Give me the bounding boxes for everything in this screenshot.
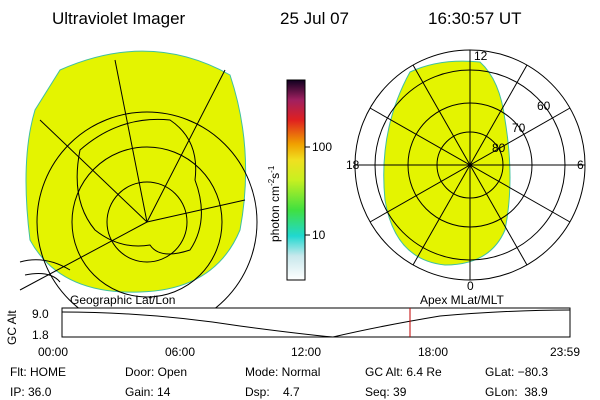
time-label: 00:00 — [38, 345, 68, 359]
timeline-y-label: 9.0 — [32, 307, 49, 321]
colorbar-label: photon cm-2s-1 — [267, 165, 282, 242]
info-field: Door: Open — [125, 365, 187, 379]
colorbar-tick-label: 10 — [312, 228, 326, 242]
timeline-y-label: 1.8 — [32, 328, 49, 342]
time-label: 06:00 — [165, 345, 195, 359]
timeline-label: Geographic Lat/Lon — [70, 293, 175, 307]
date: 25 Jul 07 — [280, 9, 349, 28]
lat-label: 70 — [512, 121, 526, 135]
time-label: 12:00 — [291, 345, 321, 359]
polar-plot — [354, 49, 586, 281]
info-field: Flt: HOME — [10, 365, 66, 379]
time: 16:30:57 UT — [428, 9, 522, 28]
geo-image — [19, 50, 258, 333]
title: Ultraviolet Imager — [52, 9, 186, 28]
mlt-label: 6 — [577, 158, 584, 172]
info-field: Mode: Normal — [245, 365, 320, 379]
altitude-curve — [61, 309, 571, 338]
timeline-axis-label: GC Alt — [5, 310, 19, 345]
time-label: 18:00 — [418, 345, 448, 359]
lat-label: 60 — [537, 99, 551, 113]
time-label: 23:59 — [550, 345, 580, 359]
mlt-label: 0 — [467, 279, 474, 293]
info-field: Gain: 14 — [125, 385, 171, 399]
info-field: Seq: 39 — [365, 385, 407, 399]
colorbar-tick-label: 100 — [312, 140, 332, 154]
info-field: IP: 36.0 — [10, 385, 52, 399]
mlt-label: 18 — [346, 158, 360, 172]
info-field: Dsp: 4.7 — [245, 385, 300, 399]
mlt-label: 12 — [474, 49, 488, 63]
info-field: GLon: 38.9 — [485, 385, 548, 399]
timeline-label: Apex MLat/MLT — [420, 293, 504, 307]
info-field: GC Alt: 6.4 Re — [365, 365, 442, 379]
lat-label: 80 — [492, 141, 506, 155]
colorbar — [286, 79, 306, 281]
info-field: GLat: −80.3 — [485, 365, 548, 379]
